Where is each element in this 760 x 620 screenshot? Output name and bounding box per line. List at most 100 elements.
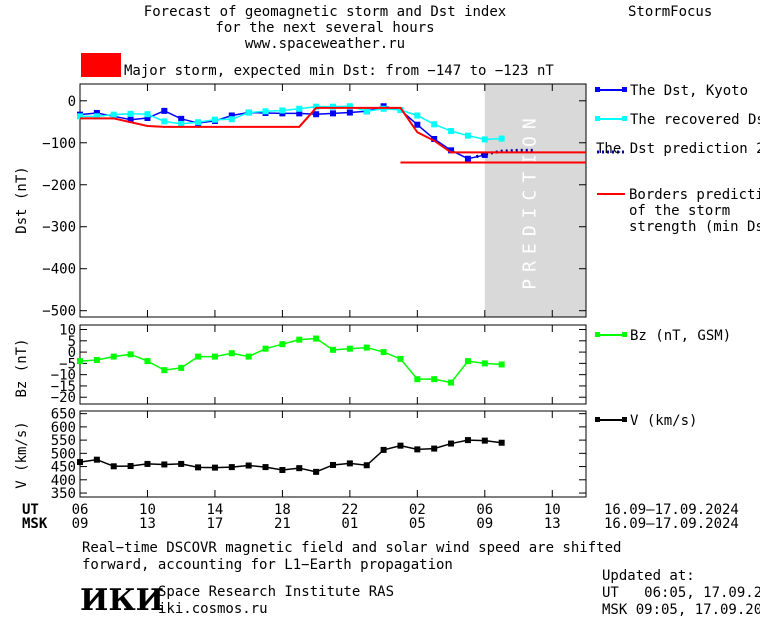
data-point [110,111,117,118]
data-point [397,107,404,114]
data-point [144,358,151,365]
data-point [161,367,168,374]
y-tick-label: 5 [68,334,76,350]
data-point [144,115,151,122]
y-tick-label: −100 [42,136,76,152]
data-point [464,358,471,365]
data-point [195,353,202,360]
data-point [346,345,353,352]
data-point [228,464,235,471]
legend-dst-prediction-label: The Dst prediction 2–4 hours ahead [596,141,760,157]
ut-tick-label: 06 [476,502,493,518]
y-tick-label: 600 [51,420,76,436]
ut-tick-label: 10 [544,502,561,518]
data-point [363,344,370,351]
brand-name: StormFocus [628,4,713,20]
data-point [431,445,438,452]
legend-borders-line2: of the storm [629,203,730,219]
data-point [481,437,488,444]
data-point [363,108,370,115]
iki-logo: ИКИ [80,583,164,618]
data-point [296,110,303,117]
y-tick-label: −5 [59,356,76,372]
data-point [161,461,168,468]
y-tick-label: −10 [51,368,76,384]
data-point [448,379,455,386]
y-tick-label: 0 [68,94,76,110]
msk-tick-label: 21 [274,516,291,532]
y-axis-label: Bz (nT) [14,338,30,397]
legend-marker-4 [622,332,627,337]
data-point [296,465,303,472]
data-point [262,464,269,471]
data-point [127,351,134,358]
data-point [127,463,134,470]
prediction-label: PREDICTION [519,111,540,289]
y-tick-label: 10 [59,323,76,339]
institute-url[interactable]: iki.cosmos.ru [158,601,268,617]
data-point [330,346,336,353]
ut-axis-label: UT [22,502,39,518]
data-point [93,456,100,463]
footer-note-line2: forward, accounting for L1−Earth propaga… [82,557,453,573]
data-point [195,119,202,126]
y-tick-label: −400 [42,262,76,278]
data-point [161,118,168,125]
data-point [346,109,353,116]
data-point [127,110,134,117]
data-point [262,345,269,352]
legend-marker-0 [622,87,627,92]
data-point [346,103,353,110]
y-axis-label: V (km/s) [14,421,30,488]
data-point [414,121,421,128]
data-point [262,108,269,115]
msk-tick-label: 01 [341,516,358,532]
y-tick-label: 350 [51,486,76,502]
y-axis-label: Dst (nT) [14,166,30,233]
msk-tick-label: 09 [476,516,493,532]
data-point [431,121,438,128]
data-point [211,464,218,471]
data-point [330,110,336,117]
updated-ut: UT 06:05, 17.09.2024 [602,585,760,601]
y-tick-label: 500 [51,446,76,462]
data-point [144,460,151,467]
data-point [313,103,320,110]
data-point [178,460,185,467]
updated-label: Updated at: [602,568,695,584]
legend-marker-0 [595,87,600,92]
data-point [110,463,117,470]
ut-tick-label: 02 [409,502,426,518]
data-point [279,107,286,114]
panel-frame [79,324,587,405]
data-point [397,442,404,449]
data-point [211,353,218,360]
data-point [313,335,320,342]
y-tick-label: 650 [51,407,76,423]
data-point [93,113,100,120]
data-point [464,437,471,444]
ut-tick-label: 18 [274,502,291,518]
series-line [80,106,586,154]
legend-marker-5 [622,417,627,422]
data-point [228,112,235,119]
data-point [228,350,235,357]
y-tick-label: −200 [42,178,76,194]
data-point [245,109,252,116]
msk-tick-label: 13 [544,516,561,532]
data-point [245,353,252,360]
y-tick-label: −300 [42,220,76,236]
data-point [127,116,134,123]
data-point [178,364,185,371]
institute-name: Space Research Institute RAS [158,584,395,600]
data-point [346,460,353,467]
data-point [498,135,505,142]
prediction-band [484,84,586,317]
data-point [414,112,421,119]
ut-tick-label: 06 [72,502,89,518]
site-url[interactable]: www.spaceweather.ru [244,36,406,52]
data-point [313,111,320,118]
y-tick-label: 0 [68,345,76,361]
